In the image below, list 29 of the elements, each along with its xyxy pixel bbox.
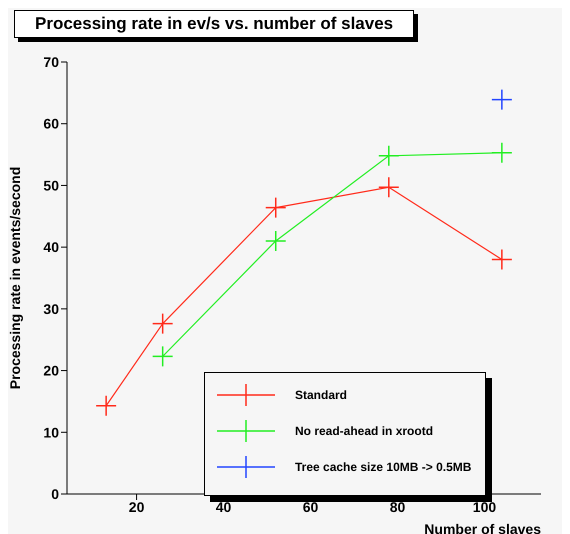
y-axis-title: Processing rate in events/second: [6, 166, 23, 390]
point: [491, 88, 513, 110]
point: [491, 142, 513, 164]
y-tick-label: 10: [43, 424, 60, 440]
x-tick-label: 80: [390, 498, 406, 515]
y-tick-label: 40: [43, 239, 60, 256]
y-tick-label: 20: [43, 362, 60, 379]
point: [378, 176, 400, 198]
x-tick-label: 60: [302, 498, 319, 515]
y-tick-label: 60: [43, 116, 60, 132]
point: [152, 312, 174, 334]
x-tick-label: 20: [128, 498, 145, 515]
point: [264, 230, 286, 252]
x-tick-label: 100: [472, 498, 496, 515]
legend-label: Tree cache size 10MB -> 0.5MB: [295, 460, 472, 474]
legend-label: Standard: [295, 388, 348, 402]
point: [378, 145, 400, 167]
x-tick-label: 40: [216, 498, 232, 515]
y-tick-label: 0: [51, 486, 60, 502]
point: [95, 395, 117, 416]
point: [491, 248, 513, 270]
y-tick-label: 30: [43, 300, 60, 317]
point: [152, 346, 174, 368]
x-axis-title: Number of slaves: [424, 521, 542, 534]
chart-title: Processing rate in ev/s vs. number of slaves: [14, 10, 414, 38]
point: [264, 196, 286, 218]
y-tick-label: 70: [43, 54, 60, 70]
y-tick-label: 50: [43, 177, 60, 194]
legend-label: No read-ahead in xrootd: [295, 424, 434, 438]
